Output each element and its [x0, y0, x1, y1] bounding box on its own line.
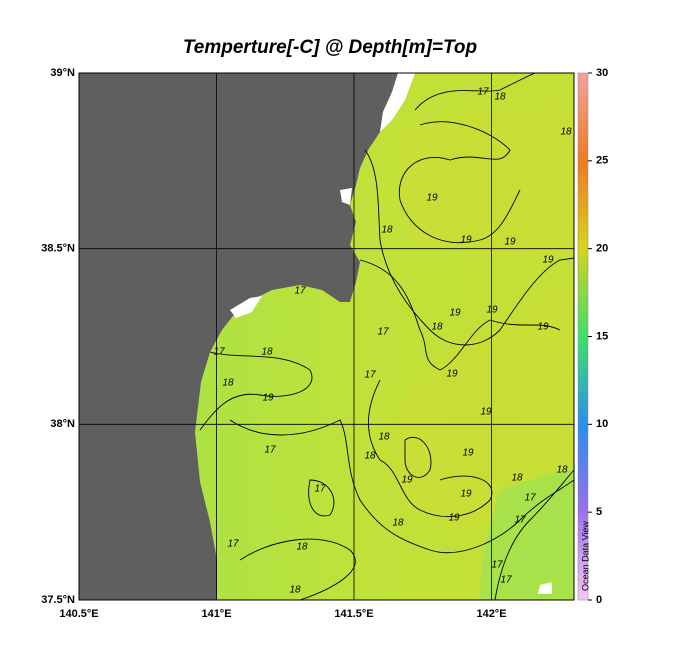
land — [79, 73, 398, 600]
cool-area — [480, 470, 574, 600]
contour-line — [239, 538, 356, 600]
x-tick-label: 140.5°E — [59, 608, 98, 620]
colorbar-label: 25 — [596, 155, 608, 167]
contour-label: 18 — [556, 465, 568, 476]
contour-label: 18 — [378, 432, 390, 443]
colorbar-label: 10 — [596, 418, 608, 430]
contour-label: 19 — [448, 513, 460, 524]
x-tick-label: 141.5°E — [334, 608, 373, 620]
contour-label: 19 — [460, 489, 472, 500]
contour-line — [359, 259, 561, 371]
contour-label: 18 — [261, 347, 273, 358]
contour-line — [494, 469, 574, 600]
contour-label: 17 — [491, 560, 503, 571]
contour-label: 19 — [449, 308, 461, 319]
contour-label: 19 — [504, 237, 516, 248]
contour-line — [404, 437, 432, 478]
colorbar — [577, 72, 589, 601]
contour-label: 17 — [377, 327, 389, 338]
contour-label: 17 — [364, 370, 376, 381]
contour-label: 17 — [524, 493, 536, 504]
contour-label: 17 — [500, 575, 512, 586]
colorbar-label: 15 — [596, 330, 608, 342]
map-title: Temperture[-C] @ Depth[m]=Top — [183, 37, 477, 58]
contour-label: 18 — [222, 378, 234, 389]
contour-line — [398, 121, 521, 244]
contour-label: 18 — [289, 585, 301, 596]
contour-label: 17 — [227, 539, 239, 550]
contour-label: 17 — [477, 87, 489, 98]
contour-label: 19 — [542, 255, 554, 266]
contour-line — [308, 479, 335, 517]
contour-label: 17 — [294, 286, 306, 297]
contour-label: 18 — [381, 225, 393, 236]
contour-label: 17 — [264, 445, 276, 456]
contour-line — [229, 419, 574, 554]
map-area — [79, 73, 574, 600]
contour-label: 18 — [392, 518, 404, 529]
credit: Ocean Data View — [580, 521, 590, 591]
x-tick-label: 141°E — [201, 608, 231, 620]
contour-label: 18 — [494, 92, 506, 103]
colorbar-label: 20 — [596, 243, 608, 255]
contour-line — [364, 149, 574, 346]
contour-label: 19 — [486, 305, 498, 316]
y-tick-label: 38.5°N — [41, 243, 75, 255]
no-data — [230, 73, 415, 318]
contour-label: 19 — [462, 448, 474, 459]
contour-label: 18 — [560, 127, 572, 138]
contour-label: 19 — [426, 193, 438, 204]
y-tick-label: 38°N — [50, 418, 75, 430]
contour-line — [414, 73, 536, 111]
contour-label: 18 — [364, 451, 376, 462]
contour-label: 17 — [213, 347, 225, 358]
warm-area — [378, 106, 574, 540]
contour-label: 19 — [446, 369, 458, 380]
contour-label: 18 — [296, 542, 308, 553]
contour-label: 18 — [511, 473, 523, 484]
colorbar-label: 5 — [596, 506, 602, 518]
contour-label: 18 — [431, 322, 443, 333]
no-data — [538, 582, 552, 594]
contour-line — [368, 379, 493, 517]
y-tick-label: 39°N — [50, 67, 75, 79]
contour-label: 17 — [514, 515, 526, 526]
colorbar-label: 0 — [596, 594, 602, 606]
contour-label: 17 — [314, 484, 326, 495]
contour-label: 19 — [537, 322, 549, 333]
x-tick-label: 142°E — [476, 608, 506, 620]
colorbar-label: 30 — [596, 67, 608, 79]
contour-label: 19 — [401, 475, 413, 486]
contour-line — [199, 351, 313, 431]
contour-label: 19 — [460, 235, 472, 246]
contour-label: 19 — [480, 407, 492, 418]
y-tick-label: 37.5°N — [41, 594, 75, 606]
contour-label: 19 — [262, 393, 274, 404]
